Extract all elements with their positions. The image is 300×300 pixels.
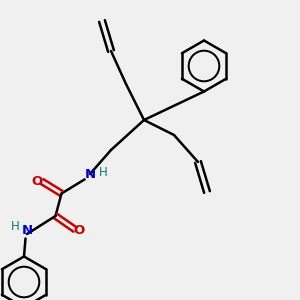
Text: O: O (74, 224, 85, 238)
Text: N: N (21, 224, 33, 237)
Text: O: O (32, 175, 43, 188)
Text: H: H (99, 166, 108, 179)
Text: H: H (11, 220, 20, 233)
Text: N: N (84, 167, 96, 181)
